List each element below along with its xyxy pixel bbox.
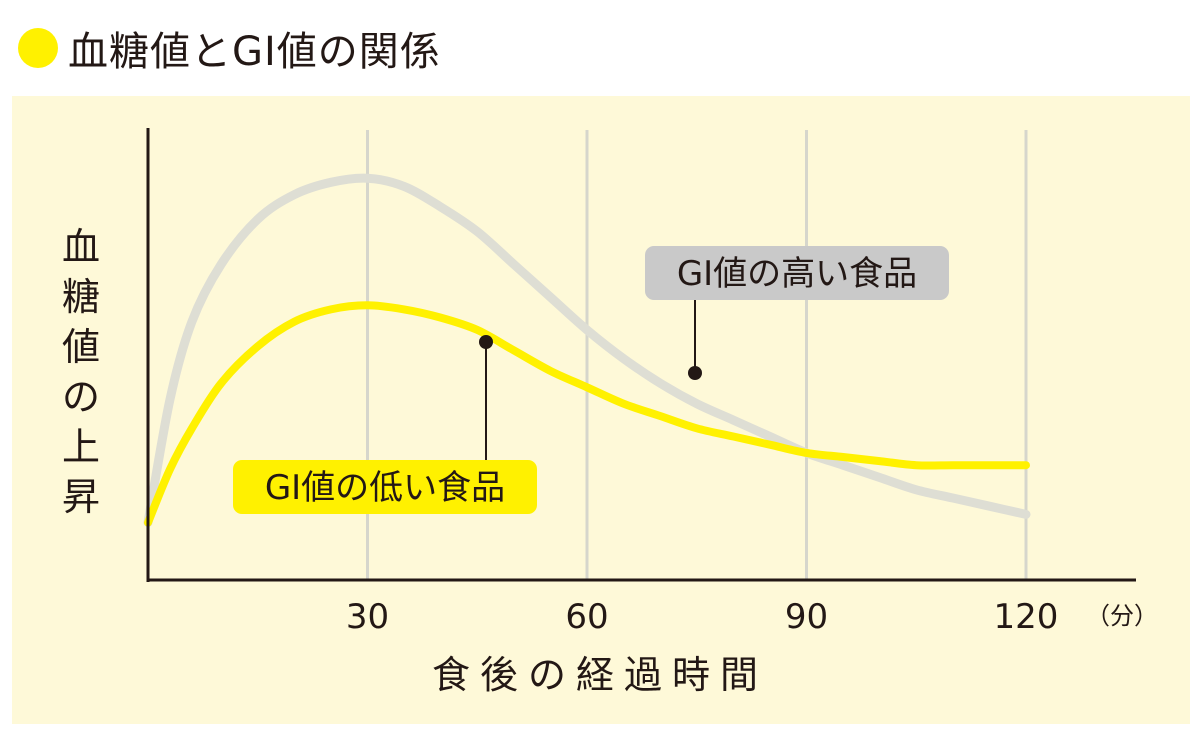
x-tick-label-60: 60: [565, 597, 608, 637]
x-tick-label-30: 30: [346, 597, 389, 637]
series-line-low-gi: [144, 301, 1030, 527]
axes: [146, 128, 1136, 582]
yellow-dot-icon: [18, 28, 58, 68]
y-axis-label-char-2: 値: [61, 325, 100, 369]
chart-title: 血糖値とGI値の関係: [68, 29, 441, 75]
y-axis-label-char-4: 上: [61, 425, 100, 469]
x-tick-label-90: 90: [785, 597, 828, 637]
series-lines: [143, 173, 1031, 528]
callout-dot-low-gi: [479, 335, 493, 349]
y-axis-label-char-1: 糖: [61, 275, 100, 319]
x-unit-label: （分）: [1086, 602, 1158, 630]
series-line-high-gi: [143, 173, 1031, 528]
chart-heading: 血糖値とGI値の関係: [18, 18, 441, 78]
y-axis-label-char-0: 血: [61, 225, 100, 269]
callout-box-high-gi: [645, 246, 949, 300]
chart-panel: [12, 96, 1190, 724]
x-axis-label: 食後の経過時間: [431, 653, 768, 697]
callout-box-low-gi: [233, 460, 537, 514]
y-axis-label: 血糖値の上昇: [56, 222, 106, 522]
tick-labels: 30 60 90 120 （分）: [346, 597, 1158, 637]
y-axis-label-char-3: の: [61, 375, 100, 419]
series-callouts: GI値の高い食品 GI値の低い食品: [233, 246, 949, 514]
callout-dot-high-gi: [688, 366, 702, 380]
legend-label-high-gi: GI値の高い食品: [677, 254, 917, 294]
x-tick-label-120: 120: [994, 597, 1059, 637]
legend-label-low-gi: GI値の低い食品: [265, 468, 505, 508]
y-axis-label-char-5: 昇: [61, 475, 100, 519]
